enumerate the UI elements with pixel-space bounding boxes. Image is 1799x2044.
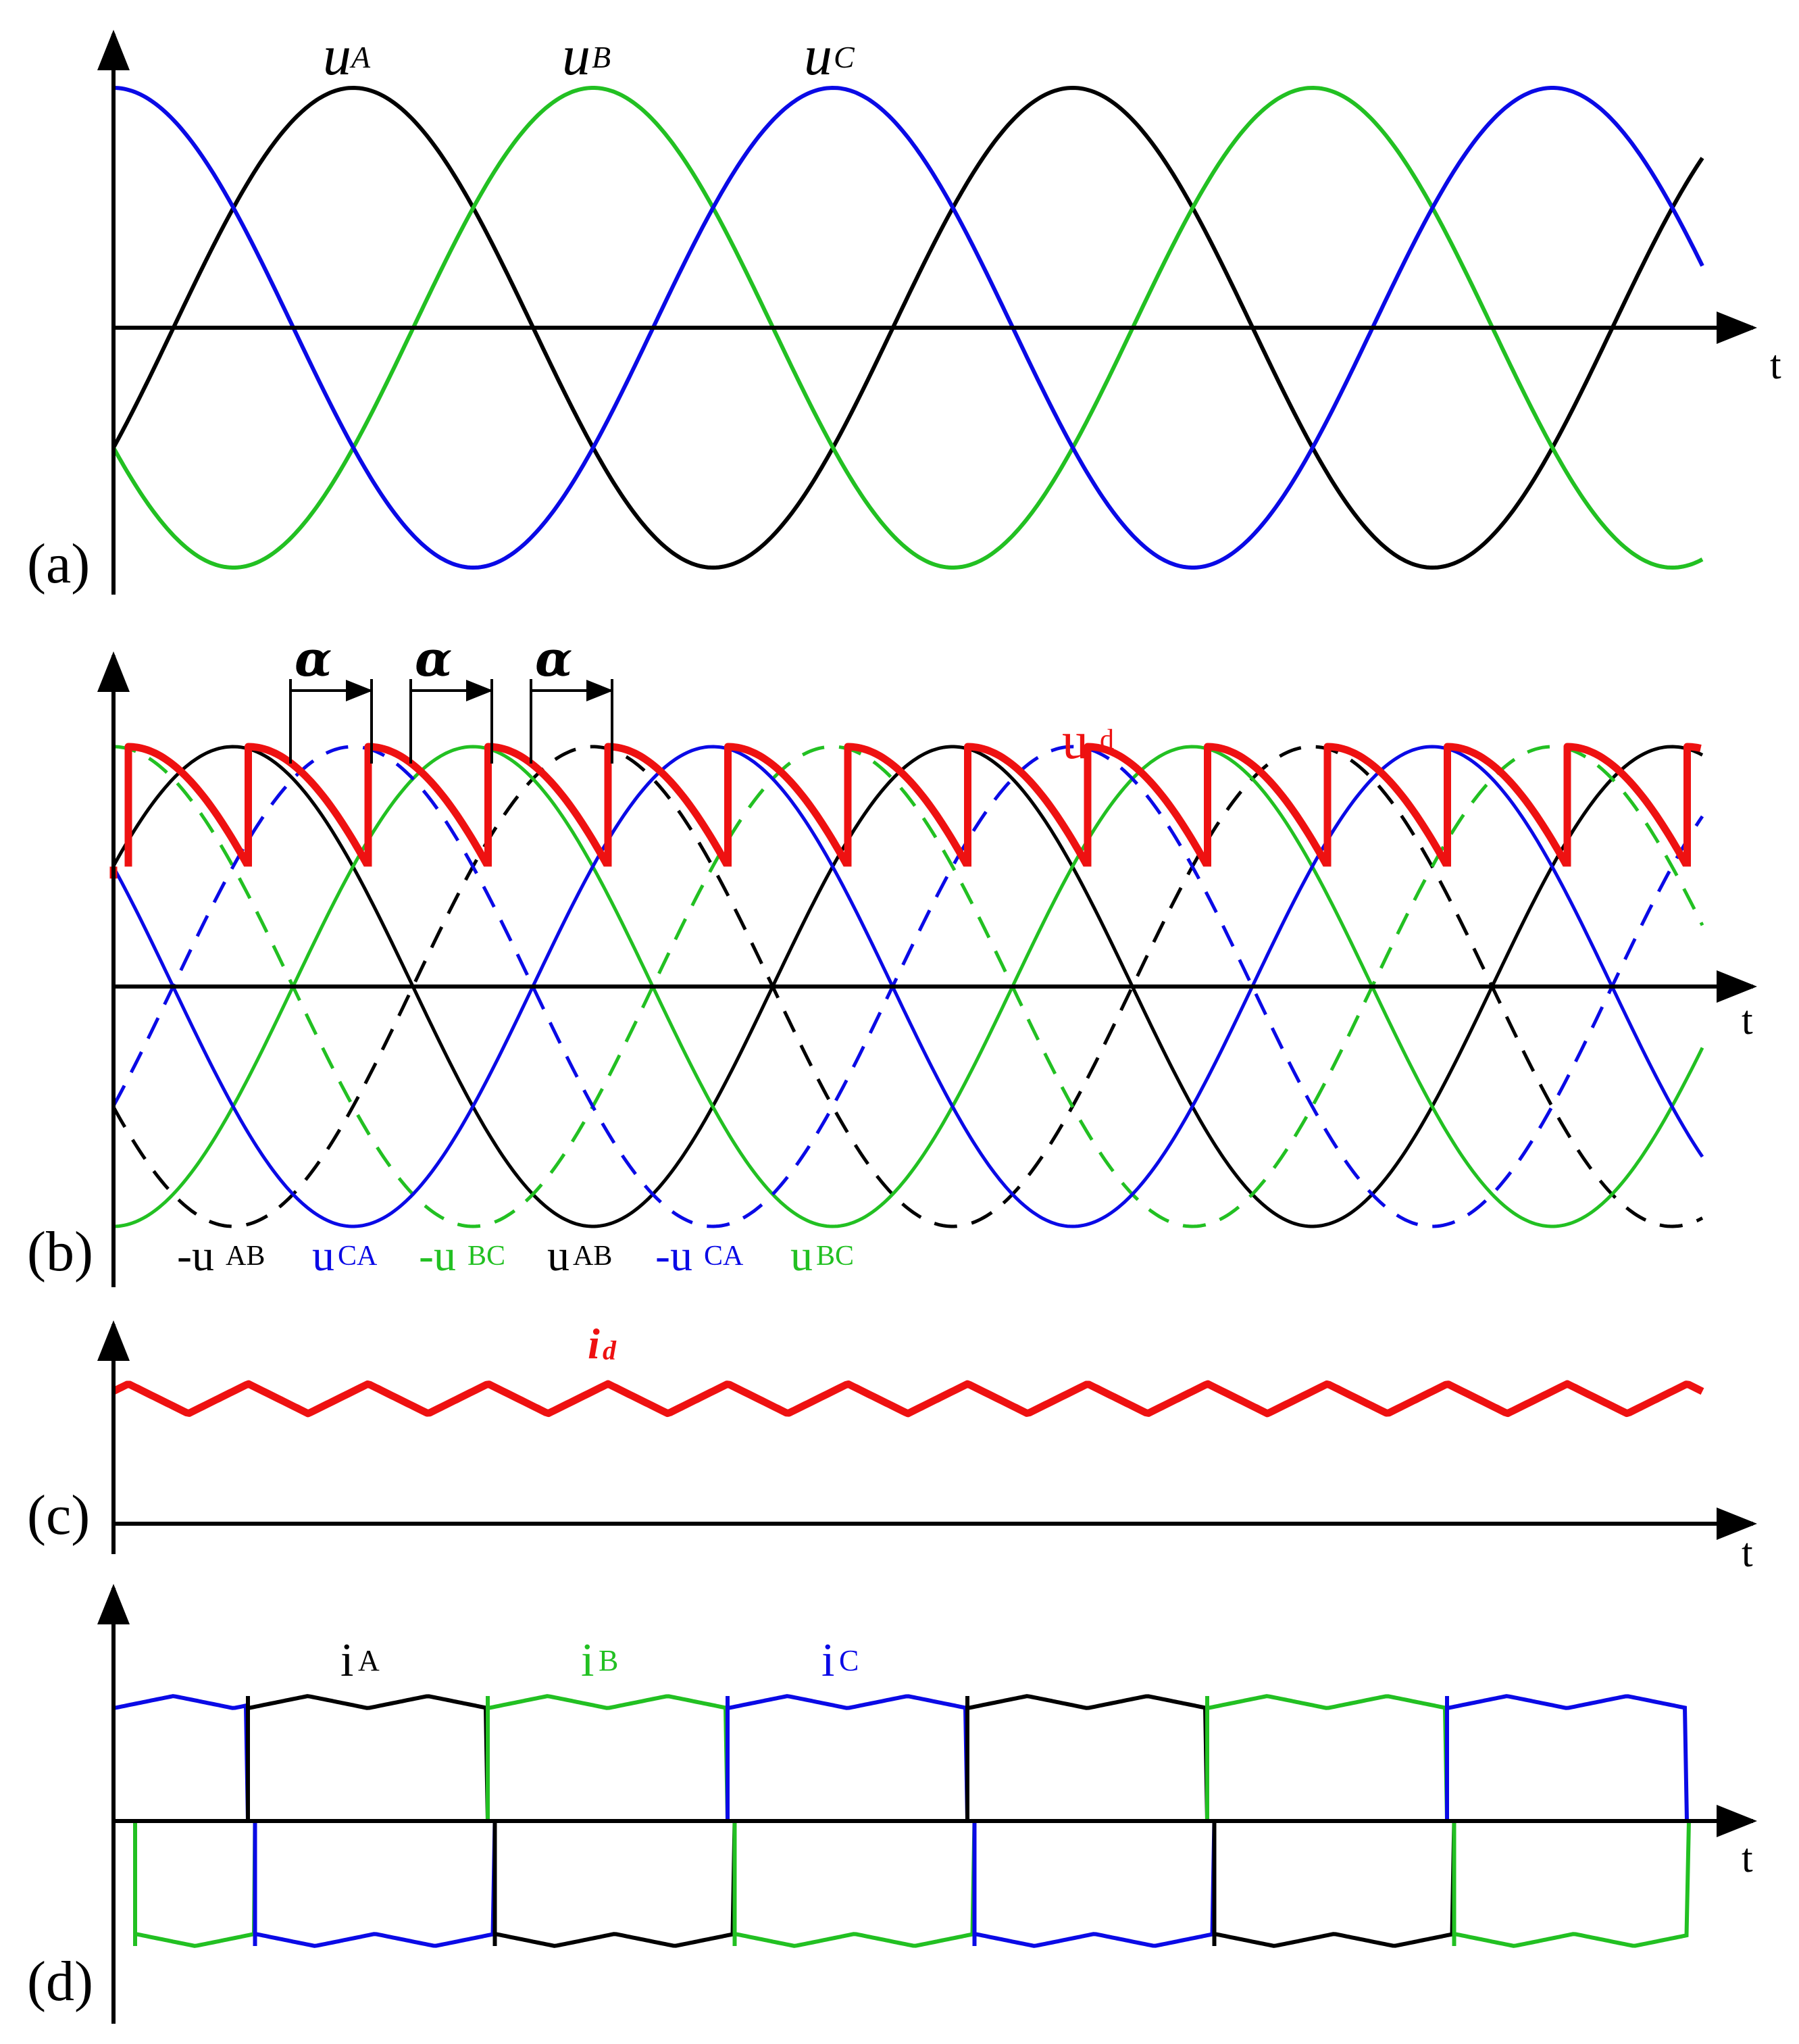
- line-voltage-label-5-symbol: u: [790, 1231, 813, 1280]
- positive-block-4: [965, 1694, 1209, 1822]
- line-voltage-label-0: -u AB: [177, 1231, 265, 1280]
- wave-label-ib-sub: B: [599, 1644, 618, 1677]
- negative-block-5: [1212, 1820, 1456, 1948]
- negative-block-0: [133, 1820, 257, 1948]
- line-voltage-label-3-symbol: u: [547, 1231, 569, 1280]
- wave-label-ib: i B: [581, 1635, 618, 1687]
- ua-wave: [111, 85, 1704, 570]
- wave-label-ia-symbol: i: [340, 1635, 353, 1687]
- alpha-label-0: α: [295, 630, 332, 687]
- line-voltage-label-3-sub: AB: [573, 1241, 612, 1272]
- ubc-wave: [113, 745, 1704, 1228]
- line-voltage-label-4-sub: CA: [704, 1241, 744, 1272]
- line-voltage-label-3: u AB: [547, 1231, 612, 1280]
- negative-block-4: [972, 1820, 1217, 1948]
- positive-block-2: [486, 1694, 730, 1822]
- wave-label-ud-symbol: u: [1062, 711, 1088, 770]
- line-voltage-label-5-sub: BC: [816, 1241, 854, 1272]
- line-voltage-label-5: u BC: [790, 1231, 854, 1280]
- negative-block-6: [1452, 1820, 1691, 1948]
- uab-wave: [111, 745, 1704, 1228]
- wave-label-uc-sub: C: [834, 40, 855, 74]
- alpha-label-2: α: [535, 630, 572, 687]
- wave-label-ic-symbol: i: [821, 1635, 834, 1687]
- wave-label-ub: u B: [562, 24, 611, 87]
- line-voltage-label-1-symbol: u: [312, 1231, 334, 1280]
- line-voltage-label-1: u CA: [312, 1231, 378, 1280]
- line-voltage-label-2-sub: BC: [467, 1241, 505, 1272]
- wave-label-ud-sub: d: [1100, 724, 1114, 755]
- wave-label-uc: u C: [804, 24, 855, 87]
- panel-a-axes: [97, 30, 1757, 595]
- time-label-d: t: [1742, 1836, 1753, 1880]
- wave-label-ia: i A: [340, 1635, 380, 1687]
- wave-label-ua-symbol: u: [323, 24, 351, 87]
- panel-d-phase-currents: (d) t i A i B i C: [27, 1584, 1757, 2024]
- phase-current-waves: [111, 1694, 1691, 1948]
- neg-uab-wave: [111, 745, 1704, 1228]
- wave-label-id: i d: [588, 1320, 617, 1368]
- phase-voltage-waves: [111, 85, 1704, 570]
- line-voltage-label-1-sub: CA: [338, 1241, 378, 1272]
- wave-label-ib-symbol: i: [581, 1635, 594, 1687]
- line-voltage-label-2: -u BC: [419, 1231, 505, 1280]
- wave-label-ic-sub: C: [839, 1644, 859, 1677]
- alpha-label-1: α: [415, 630, 452, 687]
- positive-block-1: [246, 1694, 490, 1822]
- time-label-a: t: [1770, 343, 1781, 387]
- id-wave: [111, 1380, 1704, 1418]
- wave-label-id-sub: d: [603, 1335, 617, 1366]
- wave-label-ia-sub: A: [358, 1644, 380, 1677]
- panel-b-axes: [97, 651, 1757, 1287]
- line-voltage-waves: [111, 745, 1704, 1228]
- positive-block-3: [726, 1694, 969, 1822]
- panel-label-d: (d): [27, 1950, 93, 2013]
- wave-label-id-symbol: i: [588, 1320, 600, 1368]
- wave-label-ud: u d: [1062, 711, 1114, 770]
- positive-block-0: [111, 1694, 250, 1822]
- panel-d-axes: [97, 1584, 1757, 2024]
- wave-label-uc-symbol: u: [804, 24, 832, 87]
- line-voltage-labels: -u AB u CA -u BC u AB -u CA u BC: [177, 1231, 854, 1280]
- wave-label-ua: u A: [323, 24, 371, 87]
- panel-label-b: (b): [27, 1220, 93, 1283]
- neg-uca-wave: [111, 745, 1704, 1228]
- line-voltage-label-4-symbol: -u: [655, 1231, 692, 1280]
- uc-wave: [113, 85, 1704, 570]
- line-voltage-label-2-symbol: -u: [419, 1231, 456, 1280]
- negative-block-2: [492, 1820, 737, 1948]
- panel-label-c: (c): [27, 1484, 90, 1547]
- line-voltage-label-4: -u CA: [655, 1231, 744, 1280]
- uca-wave: [111, 745, 1704, 1228]
- positive-block-6: [1445, 1694, 1689, 1822]
- negative-block-3: [732, 1820, 977, 1948]
- ub-wave: [111, 85, 1704, 570]
- wave-label-ic: i C: [821, 1635, 859, 1687]
- neg-ubc-wave: [113, 745, 1704, 1228]
- negative-block-1: [253, 1820, 497, 1948]
- wave-label-ub-sub: B: [592, 40, 611, 74]
- wave-label-ua-sub: A: [349, 40, 371, 74]
- wave-label-ub-symbol: u: [562, 24, 590, 87]
- positive-block-5: [1205, 1694, 1449, 1822]
- line-voltage-label-0-symbol: -u: [177, 1231, 214, 1280]
- dc-current-wave: [111, 1380, 1704, 1418]
- line-voltage-label-0-sub: AB: [226, 1241, 265, 1272]
- panel-c-axes: [97, 1320, 1757, 1554]
- time-label-b: t: [1742, 998, 1753, 1043]
- panel-a-phase-voltages: (a) t u A u B u C: [27, 24, 1781, 595]
- panel-c-dc-current: (c) t i d: [27, 1320, 1757, 1575]
- time-label-c: t: [1742, 1530, 1753, 1575]
- panel-label-a: (a): [27, 532, 90, 595]
